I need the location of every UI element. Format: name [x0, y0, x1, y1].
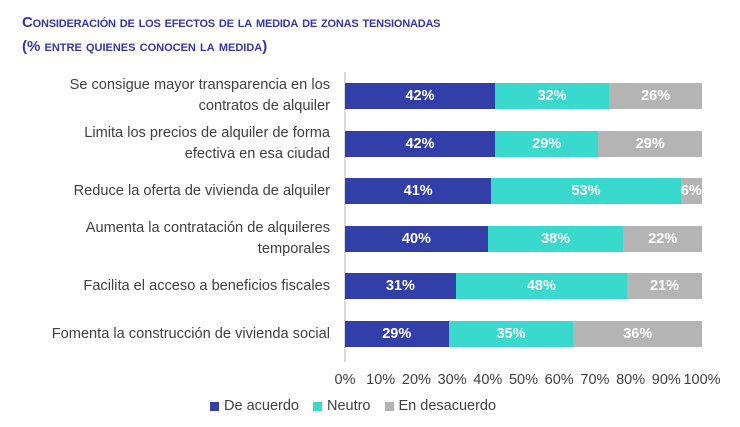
- category-label-line: Se consigue mayor transparencia en los: [69, 77, 330, 93]
- category-label: Limita los precios de alquiler de forma e…: [10, 123, 330, 165]
- data-label: 26%: [641, 88, 671, 104]
- category-label-line: Aumenta la contratación de alquileres: [85, 220, 330, 236]
- category-label: Facilita el acceso a beneficios fiscales: [10, 276, 330, 297]
- x-tick-label: 70%: [580, 372, 610, 388]
- chart-subtitle: (% entre quienes conocen la medida): [22, 38, 268, 55]
- legend: De acuerdo Neutro En desacuerdo: [210, 398, 496, 414]
- category-label-line: Limita los precios de alquiler de forma: [84, 125, 330, 141]
- data-label: 38%: [541, 231, 571, 247]
- bar-segment-de-acuerdo: 41%: [345, 178, 492, 204]
- bar-segment-de-acuerdo: 29%: [345, 321, 449, 347]
- category-label: Reduce la oferta de vivienda de alquiler: [10, 181, 330, 202]
- x-tick-label: 20%: [401, 372, 431, 388]
- legend-label: De acuerdo: [224, 398, 299, 414]
- legend-swatch: [384, 401, 394, 411]
- x-tick-label: 40%: [473, 372, 503, 388]
- bar-segment-de-acuerdo: 42%: [345, 131, 495, 157]
- category-label-line: Reduce la oferta de vivienda de alquiler: [73, 182, 330, 199]
- bar-segment-neutro: 32%: [494, 83, 610, 109]
- bar-segment-de-acuerdo: 31%: [345, 273, 456, 299]
- x-tick-label: 0%: [334, 372, 356, 388]
- category-label-line: Facilita el acceso a beneficios fiscales: [83, 277, 330, 294]
- data-label: 35%: [496, 326, 526, 342]
- bar-segment-en-desacuerdo: 36%: [573, 321, 702, 347]
- category-axis-line: [344, 72, 346, 362]
- bar-segment-de-acuerdo: 42%: [345, 83, 495, 109]
- legend-label: En desacuerdo: [398, 398, 497, 414]
- bar-segment-en-desacuerdo: 6%: [680, 178, 702, 204]
- data-label: 31%: [385, 278, 415, 294]
- x-tick-label: 30%: [437, 372, 467, 388]
- category-label: Fomenta la construcción de vivienda soci…: [10, 324, 330, 345]
- x-tick-label: 100%: [683, 372, 721, 388]
- x-tick-label: 50%: [508, 372, 539, 388]
- legend-item: En desacuerdo: [384, 398, 497, 414]
- bar-segment-en-desacuerdo: 22%: [623, 226, 702, 252]
- legend-swatch: [210, 401, 219, 411]
- legend-item: De acuerdo: [210, 398, 299, 414]
- data-label: 41%: [403, 183, 433, 199]
- data-label: 40%: [401, 231, 431, 247]
- x-tick-label: 60%: [544, 372, 574, 388]
- chart-title: Consideración de los efectos de la medid…: [22, 14, 441, 31]
- data-label: 21%: [649, 278, 680, 294]
- bar-segment-neutro: 29%: [494, 131, 599, 157]
- x-tick-label: 80%: [616, 372, 646, 388]
- bar-segment-en-desacuerdo: 29%: [598, 131, 702, 157]
- bar-segment-de-acuerdo: 40%: [345, 226, 488, 252]
- bar-segment-en-desacuerdo: 21%: [627, 273, 702, 299]
- data-label: 22%: [648, 231, 678, 247]
- category-label-line: contratos de alquiler: [198, 98, 330, 114]
- data-label: 29%: [382, 326, 412, 342]
- data-label: 53%: [571, 183, 601, 199]
- bar-segment-neutro: 38%: [487, 226, 624, 252]
- data-label: 42%: [405, 136, 435, 152]
- data-label: 36%: [623, 326, 653, 342]
- category-label: Se consigue mayor transparencia en los co…: [10, 75, 330, 117]
- bar-segment-neutro: 48%: [455, 273, 628, 299]
- legend-item: Neutro: [312, 398, 371, 414]
- category-label-line: temporales: [257, 241, 330, 257]
- data-label: 6%: [680, 183, 702, 199]
- legend-label: Neutro: [326, 398, 371, 414]
- legend-swatch: [312, 401, 322, 411]
- category-label: Aumenta la contratación de alquileres tem…: [10, 218, 330, 260]
- category-label-line: Fomenta la construcción de vivienda soci…: [51, 325, 330, 342]
- bar-segment-neutro: 53%: [491, 178, 681, 204]
- data-label: 32%: [537, 88, 567, 104]
- category-label-line: efectiva en esa ciudad: [184, 146, 330, 162]
- x-tick-label: 10%: [366, 372, 396, 388]
- x-tick-label: 90%: [651, 372, 681, 388]
- data-label: 42%: [405, 88, 435, 104]
- bar-segment-en-desacuerdo: 26%: [609, 83, 702, 109]
- data-label: 48%: [526, 278, 556, 294]
- data-label: 29%: [635, 136, 665, 152]
- bar-segment-neutro: 35%: [448, 321, 574, 347]
- data-label: 29%: [532, 136, 562, 152]
